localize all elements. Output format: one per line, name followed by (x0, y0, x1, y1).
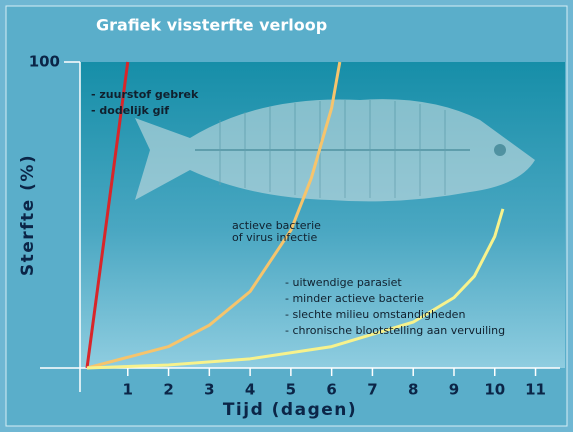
x-tick-label: 4 (245, 381, 255, 399)
annotation: - uitwendige parasiet (285, 276, 402, 289)
annotation: of virus infectie (232, 231, 317, 244)
x-tick-label: 11 (525, 381, 546, 399)
x-tick-label: 9 (449, 381, 459, 399)
annotation: - minder actieve bacterie (285, 292, 424, 305)
x-tick-label: 10 (484, 381, 505, 399)
x-tick-label: 8 (408, 381, 418, 399)
annotation: - zuurstof gebrek (91, 88, 199, 101)
x-tick-label: 1 (123, 381, 133, 399)
x-tick-label: 3 (204, 381, 214, 399)
annotation: - chronische blootstelling aan vervuilin… (285, 324, 505, 337)
x-tick-label: 5 (286, 381, 296, 399)
x-tick-label: 6 (326, 381, 336, 399)
x-tick-label: 7 (367, 381, 377, 399)
y-axis-title: Sterfte (%) (18, 154, 38, 276)
x-axis-title: Tijd (dagen) (223, 400, 357, 420)
x-tick-label: 2 (163, 381, 173, 399)
y-tick-label: 100 (29, 53, 60, 71)
annotation: - slechte milieu omstandigheden (285, 308, 465, 321)
chart-title: Grafiek vissterfte verloop (96, 16, 327, 35)
annotation: - dodelijk gif (91, 104, 169, 117)
chart: Grafiek vissterfte verloop Sterfte (%) T… (0, 0, 573, 432)
